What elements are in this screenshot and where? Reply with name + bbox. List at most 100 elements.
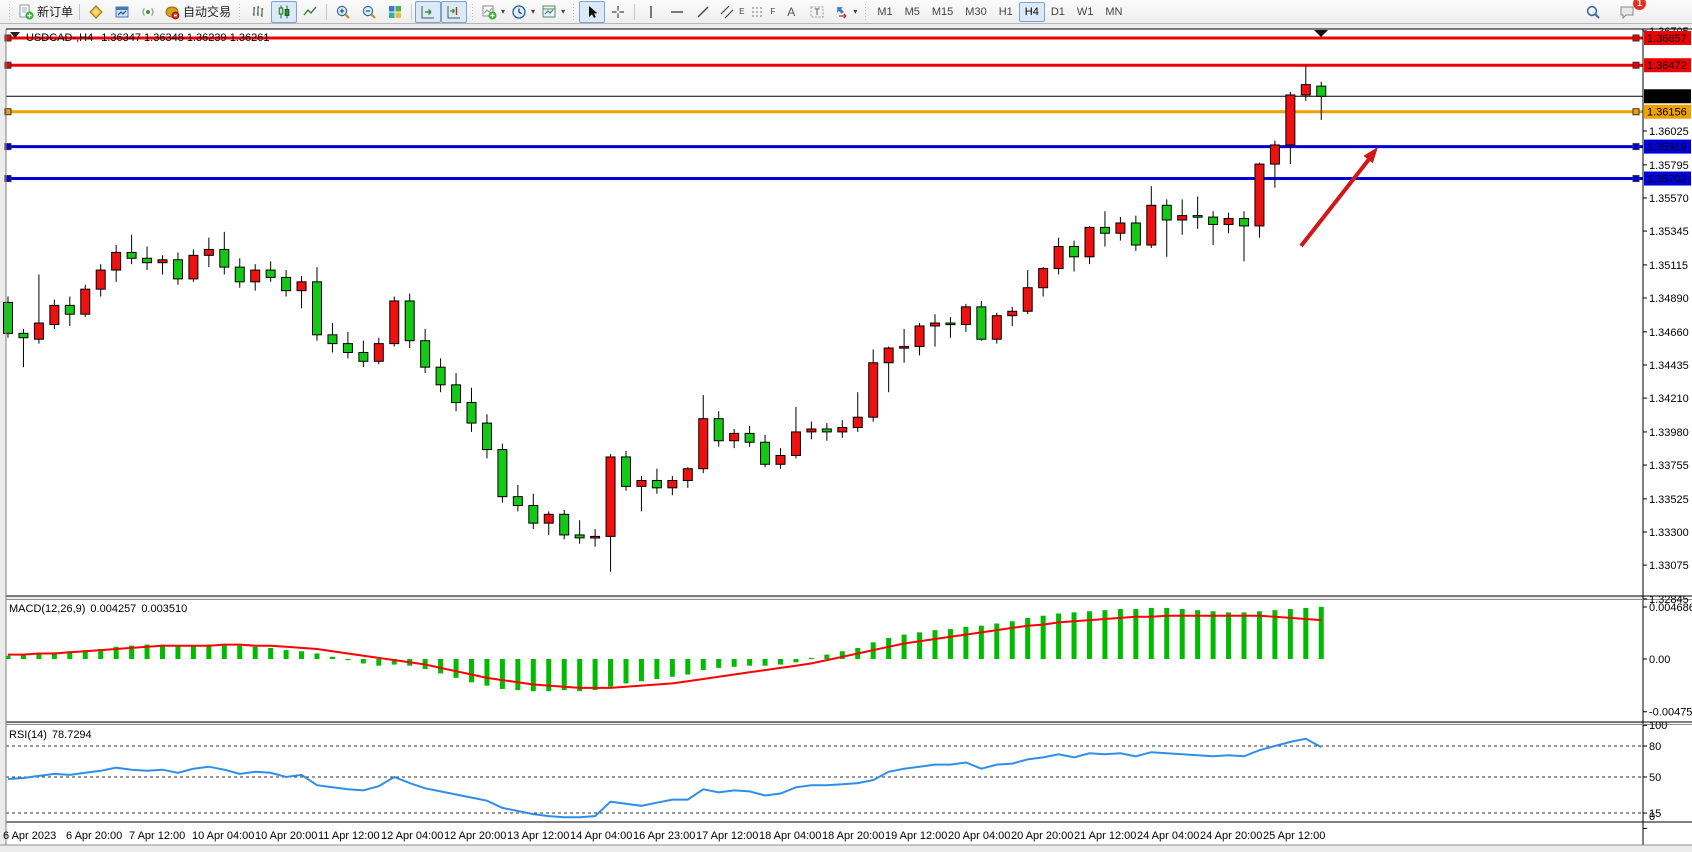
market-watch-icon (115, 6, 129, 17)
svg-text:T: T (815, 7, 821, 17)
rsi-label: RSI(14) 78.7294 (9, 729, 92, 741)
tile-windows-button[interactable] (382, 1, 408, 23)
price-tick-label: 1.35115 (1649, 260, 1688, 272)
channel-tool-button[interactable]: E (716, 1, 747, 23)
macd-histogram-bar (824, 654, 830, 659)
macd-histogram-bar (592, 659, 598, 691)
crosshair-tool-button[interactable] (605, 1, 631, 23)
timeframe-mn-button[interactable]: MN (1105, 5, 1123, 18)
rsi-tick-label: 15 (1649, 808, 1661, 820)
add-indicator-button[interactable]: ▾ (478, 1, 508, 23)
search-button[interactable] (1580, 1, 1606, 23)
chart-menu-triangle-icon[interactable] (10, 32, 20, 38)
candle (18, 332, 29, 339)
candle (945, 322, 956, 326)
auto-trading-button[interactable]: 自动交易 (161, 1, 234, 23)
macd-histogram-bar (283, 650, 289, 659)
line-handle[interactable] (1632, 143, 1640, 151)
line-handle[interactable] (4, 34, 12, 42)
chart-shift-button[interactable] (441, 0, 468, 23)
candle (1038, 268, 1049, 289)
candlestick-mode-button[interactable] (271, 0, 298, 23)
horizontal-line-tool-button[interactable] (664, 1, 690, 23)
zoom-in-button[interactable] (330, 1, 356, 23)
text-tool-button[interactable]: A (778, 1, 804, 23)
line-handle[interactable] (4, 108, 12, 116)
macd-histogram-bar (577, 659, 583, 692)
macd-histogram-bar (669, 659, 675, 677)
candle (64, 304, 75, 315)
cursor-tool-button[interactable] (579, 0, 606, 23)
timeframe-d1-button[interactable]: D1 (1050, 5, 1065, 18)
timeframe-m15-button[interactable]: M15 (931, 5, 954, 18)
timeframe-h1-button[interactable]: H1 (998, 5, 1013, 18)
market-watch-button[interactable] (109, 1, 135, 23)
candle (481, 422, 492, 451)
bar-chart-mode-button[interactable] (245, 1, 271, 23)
timeframe-w1-button[interactable]: W1 (1076, 5, 1094, 18)
candle (1254, 163, 1265, 227)
macd-tick-label: -0.004752 (1649, 707, 1692, 719)
candle (142, 257, 153, 264)
candle (451, 384, 462, 403)
line-handle[interactable] (1632, 34, 1640, 42)
candle (33, 322, 44, 340)
separator (634, 3, 636, 20)
macd-histogram-bar (5, 655, 11, 659)
text-label-tool-button[interactable]: T (804, 1, 830, 23)
trendline-tool-button[interactable] (690, 1, 716, 23)
timeframe-m1-button[interactable]: M1 (877, 5, 893, 18)
signals-button[interactable] (135, 1, 161, 23)
chart-title: USDCAD-,H4 1.36347 1.36348 1.36239 1.3626… (26, 32, 269, 44)
macd-histogram-bar (731, 659, 737, 667)
line-handle[interactable] (1632, 108, 1640, 116)
price-badge-label: 1.36472 (1647, 60, 1687, 72)
profiles-button[interactable] (83, 1, 109, 23)
templates-button[interactable]: ▾ (538, 1, 568, 23)
macd-histogram-bar (221, 644, 227, 659)
macd-histogram-bar (530, 659, 536, 692)
candle (342, 343, 353, 353)
candle (729, 432, 740, 442)
chat-button[interactable]: 1 (1614, 0, 1646, 23)
macd-histogram-bar (793, 659, 799, 663)
candle (296, 281, 307, 292)
arrows-tool-button[interactable]: ▾ (830, 1, 860, 23)
zoom-out-button[interactable] (356, 1, 382, 23)
line-chart-mode-button[interactable] (297, 1, 323, 23)
candle (574, 534, 585, 539)
candle (466, 401, 477, 424)
candle (930, 322, 940, 327)
time-axis-label: 11 Apr 12:00 (318, 830, 380, 842)
line-handle[interactable] (1632, 175, 1640, 183)
candle (111, 251, 122, 271)
chart-shift-marker[interactable] (1314, 30, 1328, 37)
line-handle[interactable] (4, 143, 12, 151)
time-axis-label: 18 Apr 20:00 (822, 830, 884, 842)
macd-histogram-bar (1210, 611, 1216, 659)
macd-histogram-bar (1009, 621, 1015, 659)
signals-icon (142, 7, 154, 16)
line-handle[interactable] (1632, 61, 1640, 69)
candle (713, 418, 724, 442)
auto-scroll-button[interactable] (415, 0, 442, 23)
line-handle[interactable] (4, 175, 12, 183)
price-axis-bg (1643, 29, 1692, 845)
macd-histogram-bar (252, 646, 258, 659)
fibonacci-tool-button[interactable]: F (747, 1, 778, 23)
candle (868, 362, 879, 418)
timeframe-h4-button[interactable]: H4 (1018, 1, 1045, 22)
auto-trading-label: 自动交易 (183, 5, 232, 19)
timeframe-m30-button[interactable]: M30 (965, 5, 987, 18)
arrow-annotation-head[interactable] (1363, 147, 1378, 164)
line-handle[interactable] (4, 61, 12, 69)
arrow-annotation-shaft[interactable] (1299, 156, 1372, 248)
periods-button[interactable]: ▾ (508, 1, 538, 23)
macd-histogram-bar (917, 632, 923, 659)
vertical-line-tool-button[interactable] (638, 1, 664, 23)
candle (976, 306, 987, 340)
new-order-button[interactable]: 新订单 (15, 1, 76, 23)
timeframe-m5-button[interactable]: M5 (904, 5, 920, 18)
chat-icon (1620, 6, 1634, 19)
